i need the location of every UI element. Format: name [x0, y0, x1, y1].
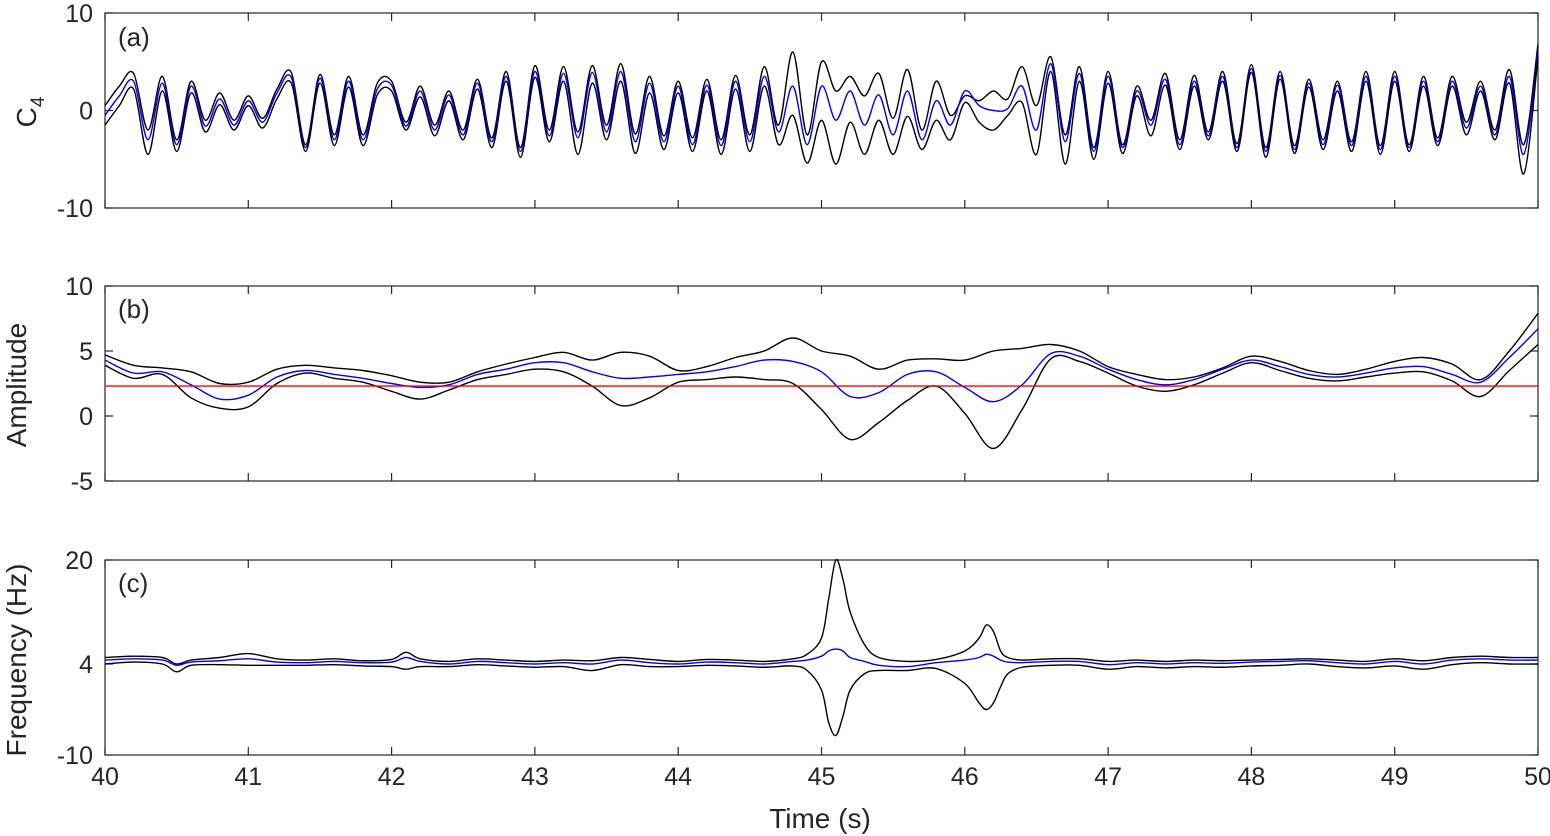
xtick-label: 45: [808, 763, 836, 791]
xtick-label: 40: [91, 763, 119, 791]
series-line-lower-bound: [104, 56, 1539, 175]
xtick-label: 47: [1094, 763, 1122, 791]
panel-c-xticks: 40 41 42 43 44 45 46 47 48 49 50: [91, 560, 1550, 791]
panel-b-xticks: [104, 286, 1539, 481]
panel-b-series: [104, 312, 1539, 450]
ytick-label: 10: [65, 0, 93, 28]
series-line-upper-bound: [104, 312, 1539, 386]
panel-c-ylabel: Frequency (Hz): [1, 564, 32, 757]
xtick-label: 44: [664, 763, 692, 791]
panel-a-ylabel-subscript: 4: [28, 96, 49, 107]
series-line-lower-bound: [104, 343, 1539, 450]
series-line-lower-bound: [104, 661, 1539, 737]
ytick-label: 4: [79, 651, 93, 679]
ytick-label: -5: [71, 468, 93, 496]
xtick-label: 41: [234, 763, 262, 791]
panel-a-yticks: -10 0 10: [57, 0, 1538, 223]
panel-b-ylabel: Amplitude: [1, 323, 32, 448]
series-line-upper-bound: [104, 558, 1539, 665]
panel-c-tag: (c): [118, 568, 148, 598]
series-line-mean: [104, 648, 1539, 668]
series-line-mean: [104, 328, 1539, 403]
panel-c-yticks: -10 4 20: [57, 547, 1538, 770]
ytick-label: 0: [79, 403, 93, 431]
ytick-label: 0: [79, 98, 93, 126]
panel-b-yticks: -5 0 5 10: [65, 273, 1538, 496]
xtick-label: 48: [1237, 763, 1265, 791]
series-line-upper-bound: [104, 44, 1539, 149]
panel-c: -10 4 20 40 41 42 43 44 45 46 47 48 49 50 (c) Freque…: [1, 547, 1550, 834]
xtick-label: 43: [521, 763, 549, 791]
ytick-label: -10: [57, 195, 93, 223]
panel-a-series: [104, 44, 1539, 175]
panel-a-xticks: [104, 13, 1539, 208]
ytick-label: -10: [57, 742, 93, 770]
xtick-label: 49: [1381, 763, 1409, 791]
xtick-label: 42: [378, 763, 406, 791]
panel-a: -10 0 10 (a) C4: [11, 0, 1539, 223]
panel-a-tag: (a): [118, 22, 150, 52]
ytick-label: 5: [79, 338, 93, 366]
panel-c-xlabel: Time (s): [769, 803, 871, 834]
xtick-label: 46: [951, 763, 979, 791]
panel-c-series: [104, 558, 1539, 737]
panel-a-ylabel: C4: [11, 96, 49, 127]
xtick-label: 50: [1524, 763, 1550, 791]
ytick-label: 20: [65, 547, 93, 575]
ytick-label: 10: [65, 273, 93, 301]
panel-b-tag: (b): [118, 294, 150, 324]
series-line-mean: [104, 51, 1539, 156]
panel-b: -5 0 5 10 (b) Amplitude: [1, 273, 1539, 496]
panel-a-ylabel-main: C: [11, 107, 42, 127]
